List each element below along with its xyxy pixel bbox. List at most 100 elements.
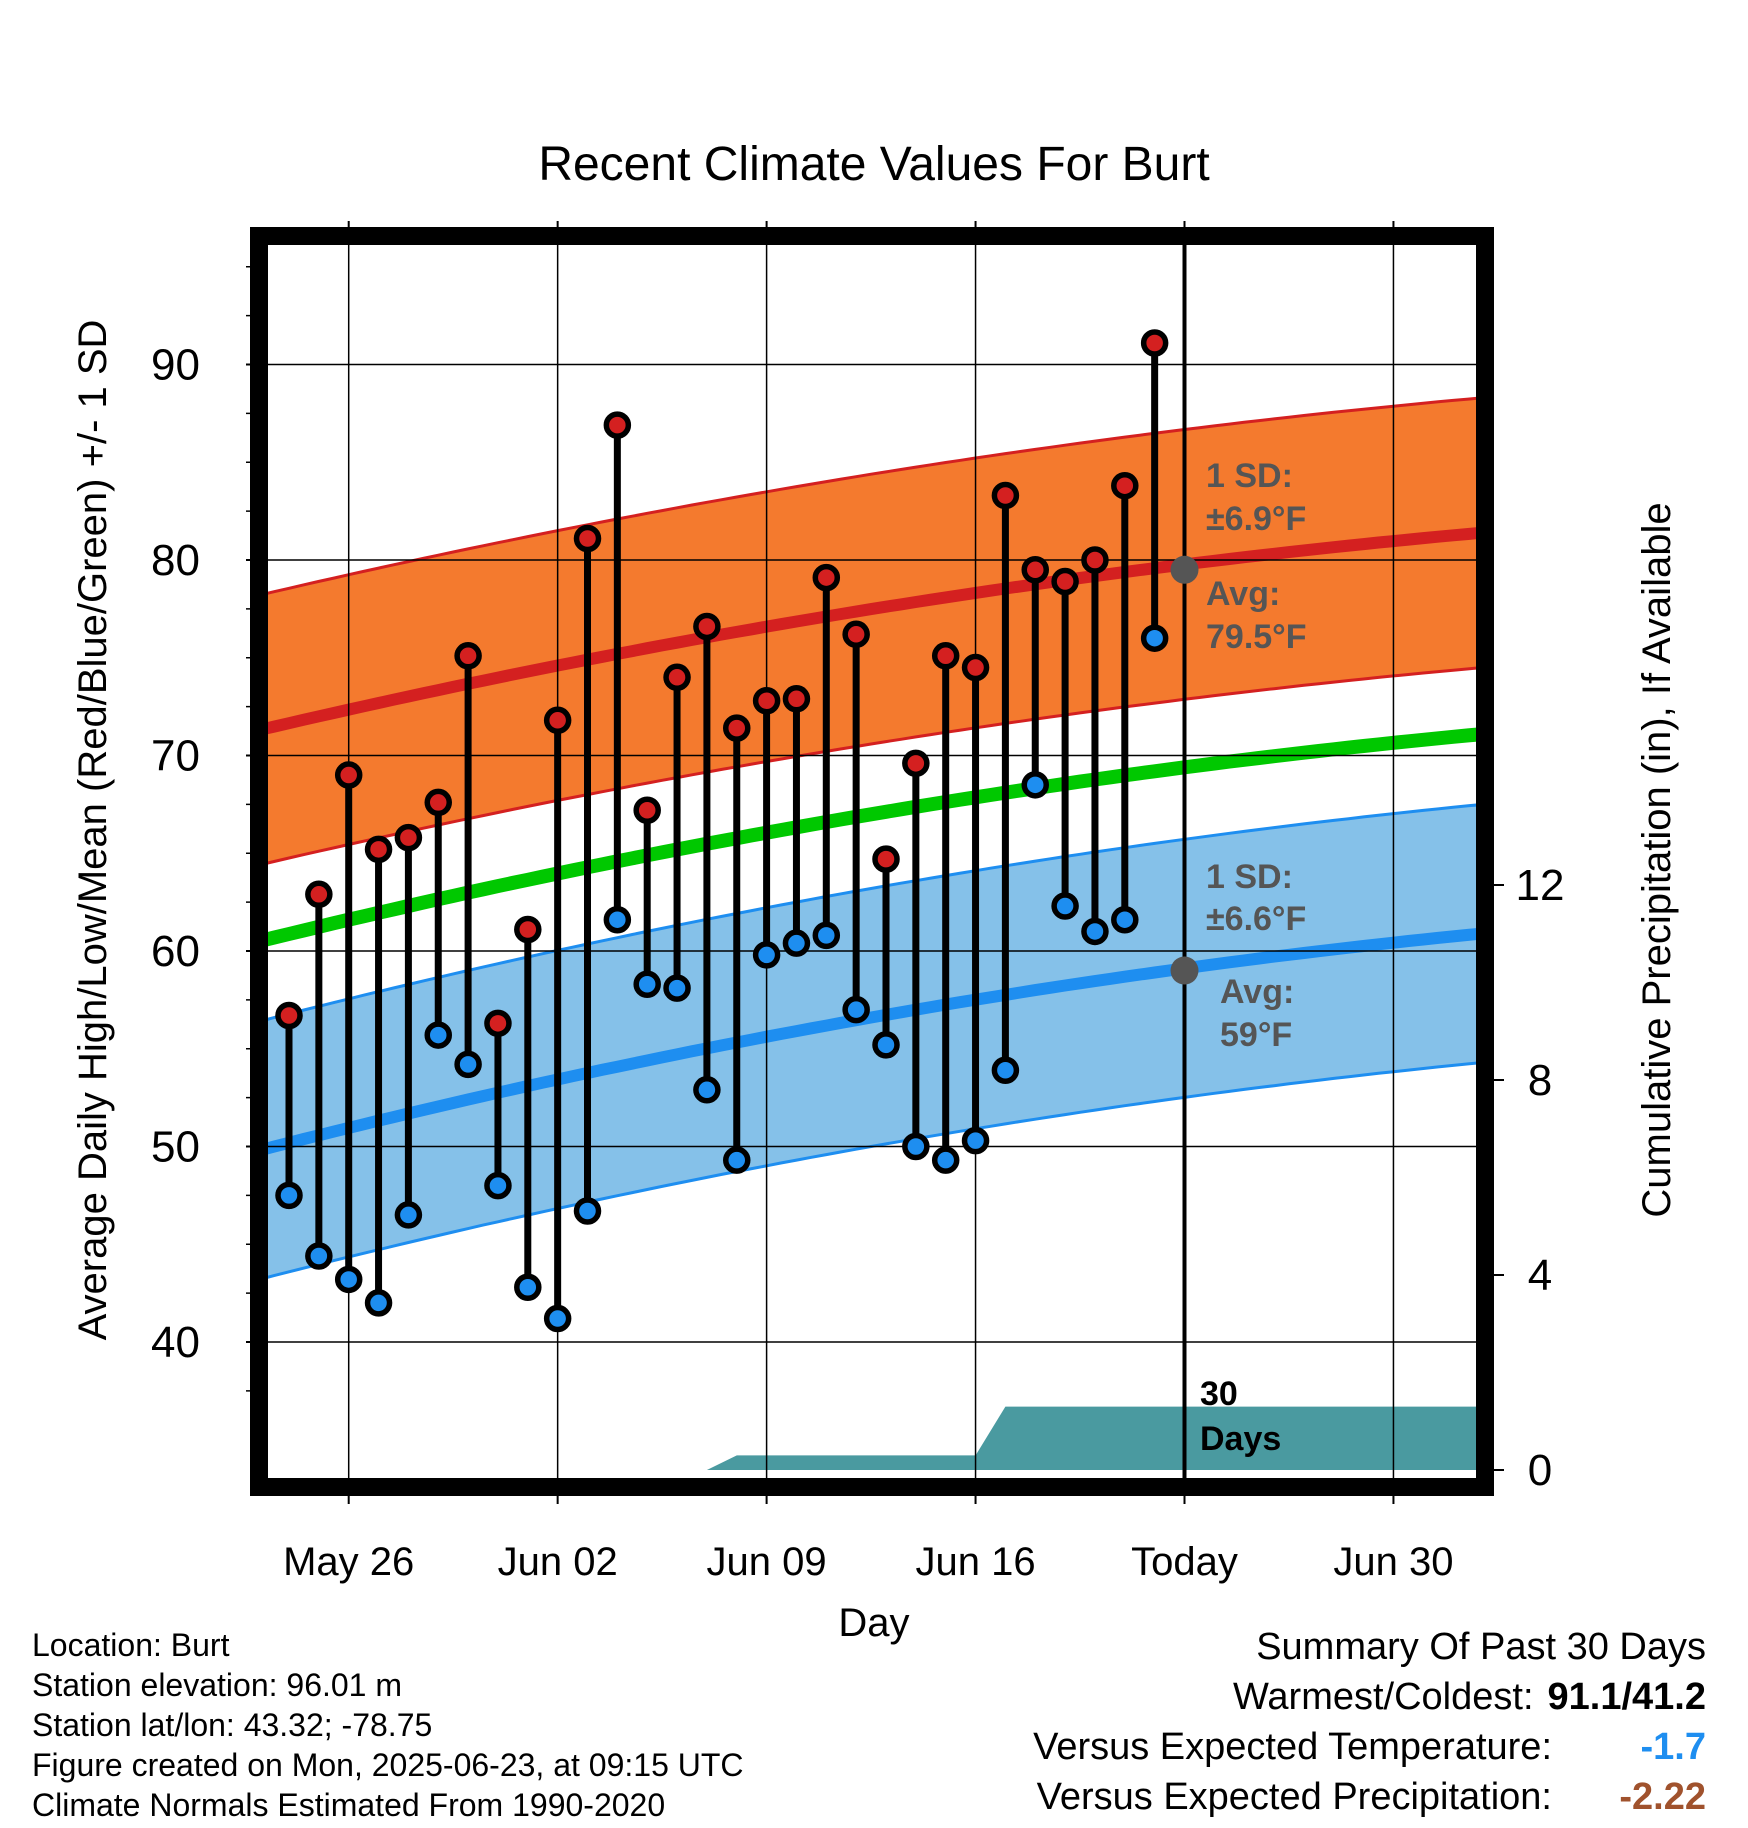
low-sd-label: 1 SD: bbox=[1206, 858, 1293, 896]
daily-low-point bbox=[902, 1132, 930, 1161]
daily-low-point bbox=[752, 941, 781, 969]
daily-low-point bbox=[543, 1304, 572, 1333]
high-sd-band bbox=[268, 398, 1476, 863]
summary-precip-row: Versus Expected Precipitation: -2.22 bbox=[1033, 1772, 1706, 1822]
low-band-upper-edge bbox=[268, 803, 1476, 1021]
high-avg-label: Avg: bbox=[1206, 575, 1280, 613]
daily-low-point bbox=[514, 1273, 542, 1302]
y-axis-label-left: Average Daily High/Low/Mean (Red/Blue/Gr… bbox=[71, 320, 115, 1341]
window-days-number: 30 bbox=[1200, 1375, 1238, 1413]
daily-high-point bbox=[454, 642, 482, 670]
summary-warmest-value: 91.1/41.2 bbox=[1547, 1676, 1706, 1718]
today-avg-low-marker bbox=[1170, 956, 1199, 985]
daily-high-point bbox=[275, 1001, 303, 1030]
y-tick-label-right: 12 bbox=[1516, 861, 1565, 910]
low-sd-value: ±6.6°F bbox=[1206, 900, 1306, 938]
summary-temp-row: Versus Expected Temperature: -1.7 bbox=[1033, 1722, 1706, 1772]
daily-high-point bbox=[1021, 556, 1049, 584]
summary-warmest-label: Warmest/Coldest: bbox=[1232, 1676, 1534, 1718]
y-tick-label-right: 0 bbox=[1528, 1446, 1552, 1495]
daily-low-point bbox=[872, 1031, 900, 1059]
daily-high-point bbox=[484, 1009, 512, 1038]
window-days-label: Days bbox=[1200, 1420, 1281, 1458]
daily-high-point bbox=[782, 685, 811, 713]
summary-precip-label: Versus Expected Precipitation: bbox=[1036, 1776, 1552, 1818]
high-sd-value: ±6.9°F bbox=[1206, 500, 1306, 538]
daily-low-point bbox=[931, 1146, 960, 1174]
x-tick-label: Jun 09 bbox=[707, 1540, 827, 1584]
y-tick-label-left: 70 bbox=[151, 732, 200, 781]
y-tick-label-left: 50 bbox=[151, 1123, 200, 1172]
high-band-upper-edge bbox=[268, 396, 1476, 595]
daily-high-point bbox=[514, 915, 542, 944]
plot-area: 1 SD: ±6.9°F Avg: 79.5°F 1 SD: ±6.6°F Avg: 59°F… bbox=[151, 221, 1564, 1584]
daily-low-point bbox=[1111, 905, 1139, 934]
daily-high-point bbox=[573, 524, 602, 553]
daily-low-point bbox=[305, 1242, 333, 1270]
daily-high-point bbox=[364, 835, 393, 864]
daily-high-point bbox=[603, 411, 632, 439]
daily-high-point bbox=[693, 612, 721, 641]
daily-low-point bbox=[693, 1076, 721, 1104]
daily-high-point bbox=[991, 481, 1020, 510]
daily-high-point bbox=[842, 620, 870, 649]
low-avg-value: 59°F bbox=[1220, 1016, 1292, 1054]
daily-high-point bbox=[752, 687, 781, 715]
daily-low-point bbox=[275, 1181, 303, 1210]
y-tick-label-left: 40 bbox=[151, 1318, 200, 1367]
info-location: Location: Burt bbox=[32, 1627, 230, 1663]
high-avg-value: 79.5°F bbox=[1206, 618, 1307, 656]
daily-high-point bbox=[1140, 329, 1169, 357]
plot-inner bbox=[268, 245, 1476, 1478]
daily-high-point bbox=[812, 563, 841, 592]
daily-low-point bbox=[1051, 892, 1079, 920]
daily-high-point bbox=[723, 714, 751, 742]
summary-precip-value: -2.22 bbox=[1619, 1776, 1706, 1818]
daily-high-point bbox=[543, 706, 572, 735]
info-created: Figure created on Mon, 2025-06-23, at 09… bbox=[32, 1747, 744, 1783]
y-axis-label-right: Cumulative Precipitation (in), If Availa… bbox=[1635, 502, 1679, 1217]
high-band-lower-edge bbox=[268, 666, 1476, 865]
daily-low-point bbox=[424, 1021, 452, 1049]
daily-high-point bbox=[1111, 471, 1139, 500]
y-tick-label-left: 90 bbox=[151, 341, 200, 390]
summary-temp-label: Versus Expected Temperature: bbox=[1033, 1726, 1552, 1768]
daily-low-point bbox=[394, 1201, 423, 1229]
daily-low-point bbox=[484, 1171, 512, 1200]
chart-title: Recent Climate Values For Burt bbox=[538, 138, 1209, 191]
plot-frame bbox=[250, 227, 1494, 1496]
daily-low-point bbox=[573, 1197, 602, 1225]
high-sd-label: 1 SD: bbox=[1206, 457, 1293, 495]
precip-area bbox=[268, 1406, 1476, 1470]
daily-high-point bbox=[663, 663, 691, 692]
x-tick-label: May 26 bbox=[283, 1540, 414, 1584]
daily-low-point bbox=[1081, 917, 1109, 946]
daily-high-point bbox=[1051, 567, 1079, 596]
daily-low-point bbox=[1021, 771, 1049, 799]
x-tick-label: Jun 16 bbox=[915, 1540, 1035, 1584]
x-tick-label: Jun 02 bbox=[498, 1540, 618, 1584]
x-tick-label: Today bbox=[1131, 1540, 1238, 1584]
daily-low-point bbox=[812, 921, 841, 950]
daily-low-point bbox=[633, 970, 661, 998]
y-tick-label-left: 80 bbox=[151, 536, 200, 585]
x-tick-label: Jun 30 bbox=[1333, 1540, 1453, 1584]
today-avg-high-marker bbox=[1170, 555, 1199, 584]
daily-low-point bbox=[723, 1146, 751, 1174]
avg-low-line bbox=[268, 928, 1476, 1155]
daily-high-point bbox=[931, 642, 960, 670]
summary-warmest-row: Warmest/Coldest: 91.1/41.2 bbox=[1033, 1672, 1706, 1722]
summary-panel: Summary Of Past 30 Days Warmest/Coldest:… bbox=[1033, 1622, 1706, 1822]
daily-high-point bbox=[633, 796, 661, 824]
daily-low-point bbox=[603, 905, 632, 934]
daily-high-point bbox=[394, 823, 423, 852]
daily-low-point bbox=[1140, 624, 1169, 652]
daily-high-point bbox=[1081, 546, 1109, 574]
daily-low-point bbox=[842, 995, 870, 1024]
x-axis-label: Day bbox=[838, 1601, 909, 1645]
daily-low-point bbox=[961, 1126, 990, 1155]
info-latlon: Station lat/lon: 43.32; -78.75 bbox=[32, 1707, 433, 1743]
daily-high-point bbox=[334, 761, 363, 789]
daily-high-point bbox=[424, 788, 452, 817]
daily-high-point bbox=[961, 653, 990, 682]
